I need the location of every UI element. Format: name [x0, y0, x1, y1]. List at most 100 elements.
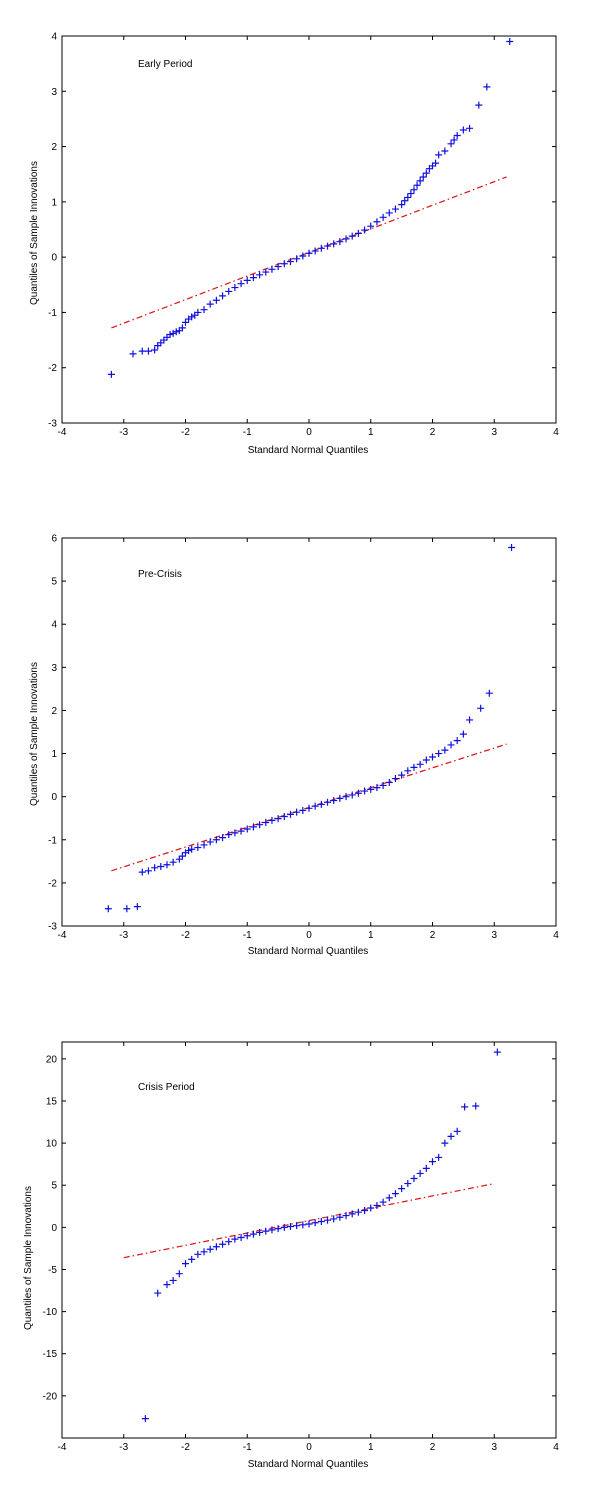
- data-point: [185, 847, 193, 855]
- data-point: [373, 218, 381, 226]
- y-tick-label: -2: [48, 878, 57, 889]
- data-point: [404, 767, 412, 775]
- y-tick-label: -10: [43, 1307, 58, 1318]
- y-tick-label: 0: [51, 1223, 57, 1234]
- data-point: [133, 903, 141, 911]
- data-point: [361, 1207, 369, 1215]
- data-point: [231, 1235, 239, 1243]
- x-tick-label: -4: [58, 427, 67, 438]
- data-point: [286, 258, 294, 266]
- data-point: [286, 1223, 294, 1231]
- data-point: [342, 235, 350, 243]
- data-point: [286, 810, 294, 818]
- data-point: [410, 763, 418, 771]
- data-point: [361, 226, 369, 234]
- data-point: [154, 1289, 162, 1297]
- data-point: [330, 797, 338, 805]
- data-point: [200, 306, 208, 314]
- data-point: [348, 1210, 356, 1218]
- x-tick-label: 4: [553, 1442, 559, 1453]
- data-point: [107, 370, 115, 378]
- data-point: [422, 1164, 430, 1172]
- data-point: [262, 1227, 270, 1235]
- data-point: [330, 240, 338, 248]
- data-point: [249, 823, 257, 831]
- x-tick-label: -3: [119, 427, 128, 438]
- data-point: [435, 151, 443, 159]
- data-point: [317, 800, 325, 808]
- data-point: [225, 831, 233, 839]
- data-point: [151, 864, 159, 872]
- data-point: [416, 1169, 424, 1177]
- x-tick-label: 1: [368, 1442, 374, 1453]
- data-point: [268, 1226, 276, 1234]
- data-point: [129, 350, 137, 358]
- data-point: [299, 806, 307, 814]
- data-point: [212, 296, 220, 304]
- data-point: [188, 845, 196, 853]
- data-point: [305, 249, 313, 257]
- data-point: [367, 1204, 375, 1212]
- data-point: [391, 1190, 399, 1198]
- chart-annotation: Pre-Crisis: [138, 569, 182, 580]
- data-point: [348, 232, 356, 240]
- y-tick-label: 1: [51, 197, 57, 208]
- data-point: [459, 126, 467, 134]
- data-point: [367, 222, 375, 230]
- data-point: [237, 1233, 245, 1241]
- data-point: [493, 1048, 501, 1056]
- x-axis-label: Standard Normal Quantiles: [248, 946, 369, 957]
- data-point: [169, 858, 177, 866]
- data-point: [200, 841, 208, 849]
- data-point: [336, 1213, 344, 1221]
- x-tick-label: -3: [119, 930, 128, 941]
- y-tick-label: 2: [51, 142, 57, 153]
- y-tick-label: 4: [51, 32, 57, 43]
- data-point: [459, 730, 467, 738]
- y-tick-label: -2: [48, 363, 57, 374]
- data-point: [194, 308, 202, 316]
- data-point: [166, 331, 174, 339]
- x-tick-label: -3: [119, 1442, 128, 1453]
- y-tick-label: 4: [51, 620, 57, 631]
- plot-frame: [61, 537, 557, 927]
- data-point: [447, 741, 455, 749]
- data-point: [398, 1185, 406, 1193]
- reference-fit-line: [123, 1182, 495, 1259]
- data-point: [311, 1219, 319, 1227]
- x-axis-label: Standard Normal Quantiles: [248, 1459, 369, 1470]
- x-tick-label: -4: [58, 930, 67, 941]
- data-point: [274, 263, 282, 271]
- data-point: [249, 1230, 257, 1238]
- y-tick-label: 3: [51, 663, 57, 674]
- qq-plot-crisis-period: Crisis Period Standard Normal Quantiles …: [23, 1041, 559, 1470]
- y-tick-label: -3: [48, 419, 57, 430]
- data-point: [243, 825, 251, 833]
- data-point: [262, 268, 270, 276]
- data-point: [483, 83, 491, 91]
- data-point: [280, 260, 288, 268]
- data-point: [178, 324, 186, 332]
- data-point: [336, 238, 344, 246]
- data-point: [379, 1198, 387, 1206]
- data-point: [175, 855, 183, 863]
- data-point: [324, 1216, 332, 1224]
- x-tick-label: 3: [491, 930, 497, 941]
- data-point: [324, 798, 332, 806]
- qq-plot-pre-crisis: Pre-Crisis Standard Normal Quantiles Qua…: [29, 534, 559, 958]
- data-point: [410, 1174, 418, 1182]
- data-point: [429, 753, 436, 761]
- x-tick-label: 3: [491, 427, 497, 438]
- data-point: [330, 1215, 338, 1223]
- data-point: [178, 852, 186, 860]
- data-point: [293, 255, 301, 263]
- data-point: [416, 177, 424, 185]
- data-point: [432, 159, 440, 167]
- x-tick-label: -2: [181, 930, 190, 941]
- data-point: [182, 318, 189, 326]
- chart-annotation: Crisis Period: [138, 1082, 195, 1093]
- y-tick-label: 1: [51, 749, 57, 760]
- data-point: [293, 1222, 301, 1230]
- chart-annotation: Early Period: [138, 59, 192, 70]
- data-point: [419, 173, 427, 181]
